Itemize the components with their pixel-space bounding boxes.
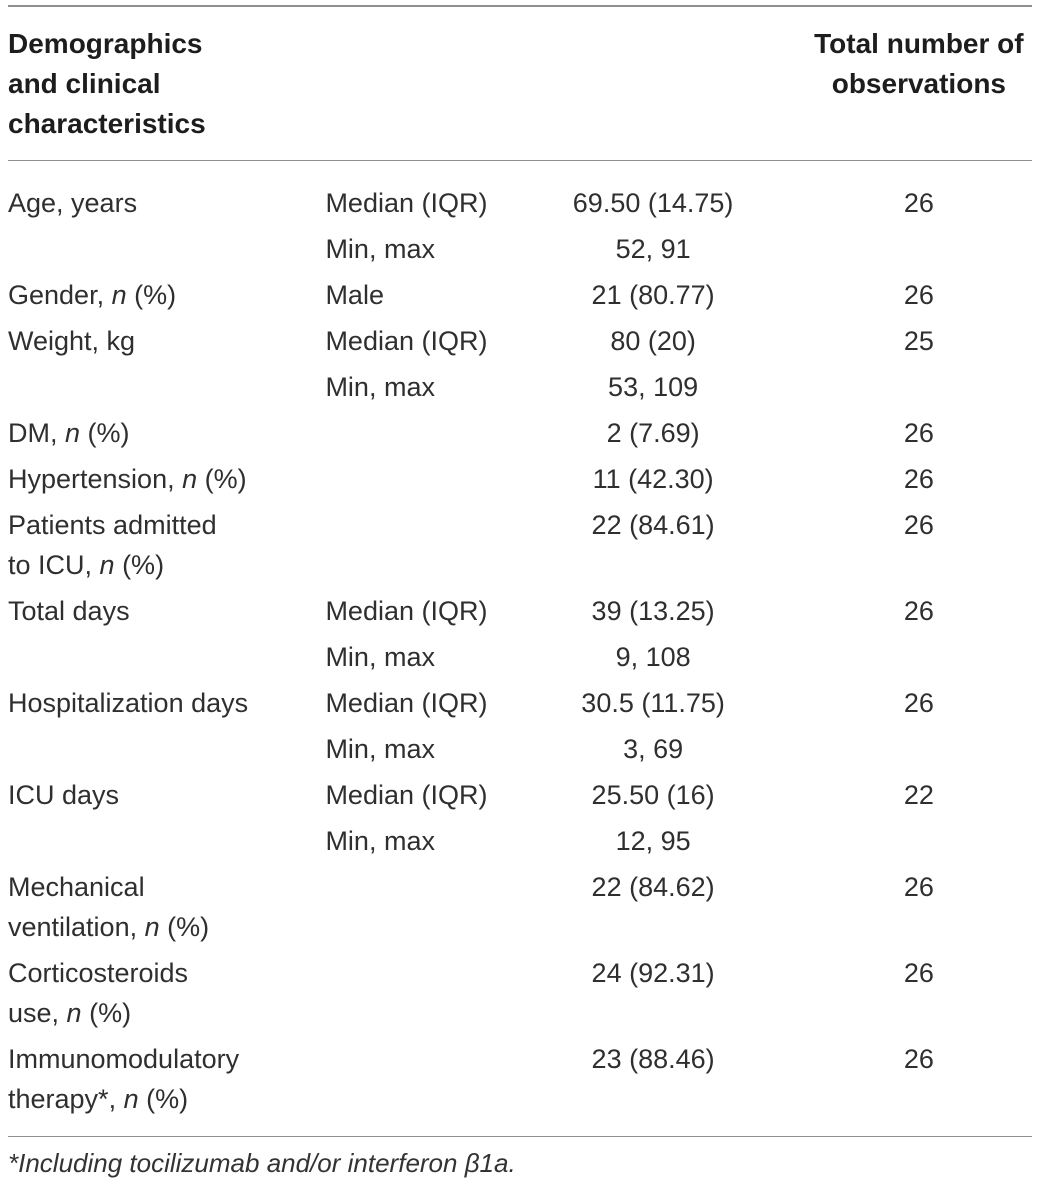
row-value: 25.50 (16): [591, 780, 715, 810]
row-label: Hypertension, n (%): [8, 464, 247, 494]
table-body: Age, years Median (IQR) 69.50 (14.75) 26…: [8, 161, 1032, 1123]
row-stat: Male: [325, 280, 384, 310]
row-stat: Min, max: [325, 234, 435, 264]
table-row: Age, years Median (IQR) 69.50 (14.75) 26: [8, 161, 1032, 227]
row-stat: Median (IQR): [325, 596, 488, 626]
row-label: DM, n (%): [8, 418, 130, 448]
row-observations: 26: [903, 872, 934, 902]
row-label: Total days: [8, 596, 130, 626]
row-stat: Min, max: [325, 734, 435, 764]
table-row: Mechanical ventilation, n (%) 22 (84.62) …: [8, 864, 1032, 950]
row-value: 30.5 (11.75): [581, 688, 725, 718]
row-observations: [766, 818, 1032, 864]
bottom-rule: [8, 1136, 1032, 1137]
row-stat: Min, max: [325, 372, 435, 402]
row-stat: Median (IQR): [325, 188, 488, 218]
table-row: ICU days Median (IQR) 25.50 (16) 22: [8, 772, 1032, 818]
table-row: Min, max 3, 69: [8, 726, 1032, 772]
footnote: *Including tocilizumab and/or interferon…: [8, 1148, 516, 1178]
row-label: [8, 364, 325, 410]
header-spacer-1: [325, 7, 541, 161]
row-value: 21 (80.77): [591, 280, 715, 310]
table-row: Min, max 12, 95: [8, 818, 1032, 864]
row-value: 24 (92.31): [591, 958, 715, 988]
row-observations: 26: [903, 464, 934, 494]
row-label: Hospitalization days: [8, 688, 249, 718]
table-row: Weight, kg Median (IQR) 80 (20) 25: [8, 318, 1032, 364]
row-value: 22 (84.61): [591, 510, 715, 540]
table-row: Min, max 9, 108: [8, 634, 1032, 680]
characteristics-header: Demographics and clinical characteristics: [8, 7, 326, 161]
row-stat: [325, 1036, 540, 1122]
row-observations: [766, 634, 1032, 680]
table-header: Demographics and clinical characteristics …: [8, 7, 1032, 161]
row-label: [8, 226, 325, 272]
row-stat: Median (IQR): [325, 780, 488, 810]
row-stat: Min, max: [325, 642, 435, 672]
row-label: Patients admitted to ICU, n (%): [8, 510, 217, 580]
table-row: Hospitalization days Median (IQR) 30.5 (…: [8, 680, 1032, 726]
row-label: [8, 818, 325, 864]
row-observations: [766, 364, 1032, 410]
row-observations: 26: [903, 510, 934, 540]
row-value: 11 (42.30): [592, 464, 714, 494]
row-observations: 26: [903, 688, 934, 718]
row-stat: Min, max: [325, 826, 435, 856]
table-row: Gender, n (%) Male 21 (80.77) 26: [8, 272, 1032, 318]
row-value: 2 (7.69): [606, 418, 700, 448]
row-label: ICU days: [8, 780, 120, 810]
row-stat: [325, 502, 540, 588]
top-rule: [8, 5, 1032, 7]
row-label: [8, 634, 325, 680]
row-label: Weight, kg: [8, 326, 136, 356]
table-row: Patients admitted to ICU, n (%) 22 (84.61…: [8, 502, 1032, 588]
row-observations: 26: [903, 280, 934, 310]
row-value: 80 (20): [610, 326, 696, 356]
header-row: Demographics and clinical characteristics …: [8, 7, 1032, 161]
row-observations: 26: [903, 188, 934, 218]
row-observations: [766, 226, 1032, 272]
row-observations: 26: [903, 1044, 934, 1074]
table-row: Min, max 53, 109: [8, 364, 1032, 410]
table-row: DM, n (%) 2 (7.69) 26: [8, 410, 1032, 456]
row-label: Mechanical ventilation, n (%): [8, 872, 210, 942]
row-observations: 26: [903, 958, 934, 988]
row-observations: 22: [903, 780, 934, 810]
row-stat: [325, 950, 540, 1036]
header-spacer-2: [540, 7, 766, 161]
table-row: Immunomodulatory therapy*, n (%) 23 (88.4…: [8, 1036, 1032, 1122]
table-row: Corticosteroids use, n (%) 24 (92.31) 26: [8, 950, 1032, 1036]
row-stat: Median (IQR): [325, 326, 488, 356]
row-label: [8, 726, 325, 772]
table-row: Total days Median (IQR) 39 (13.25) 26: [8, 588, 1032, 634]
row-value: 3, 69: [623, 734, 684, 764]
row-stat: [325, 456, 540, 502]
demographics-table: Demographics and clinical characteristics …: [8, 7, 1032, 1122]
row-stat: Median (IQR): [325, 688, 488, 718]
row-stat: [325, 864, 540, 950]
row-value: 52, 91: [615, 234, 691, 264]
row-observations: 25: [903, 326, 934, 356]
table-row: Hypertension, n (%) 11 (42.30) 26: [8, 456, 1032, 502]
row-observations: [766, 726, 1032, 772]
row-observations: 26: [903, 418, 934, 448]
table-row: Min, max 52, 91: [8, 226, 1032, 272]
row-value: 22 (84.62): [591, 872, 715, 902]
row-value: 23 (88.46): [591, 1044, 715, 1074]
row-value: 53, 109: [608, 372, 699, 402]
row-label: Immunomodulatory therapy*, n (%): [8, 1044, 240, 1114]
row-label: Gender, n (%): [8, 280, 177, 310]
row-value: 69.50 (14.75): [572, 188, 734, 218]
row-label: Age, years: [8, 188, 138, 218]
row-label: Corticosteroids use, n (%): [8, 958, 189, 1028]
row-observations: 26: [903, 596, 934, 626]
row-value: 9, 108: [615, 642, 691, 672]
row-stat: [325, 410, 540, 456]
row-value: 12, 95: [615, 826, 691, 856]
row-value: 39 (13.25): [591, 596, 715, 626]
observations-header: Total number of observations: [765, 7, 1032, 161]
